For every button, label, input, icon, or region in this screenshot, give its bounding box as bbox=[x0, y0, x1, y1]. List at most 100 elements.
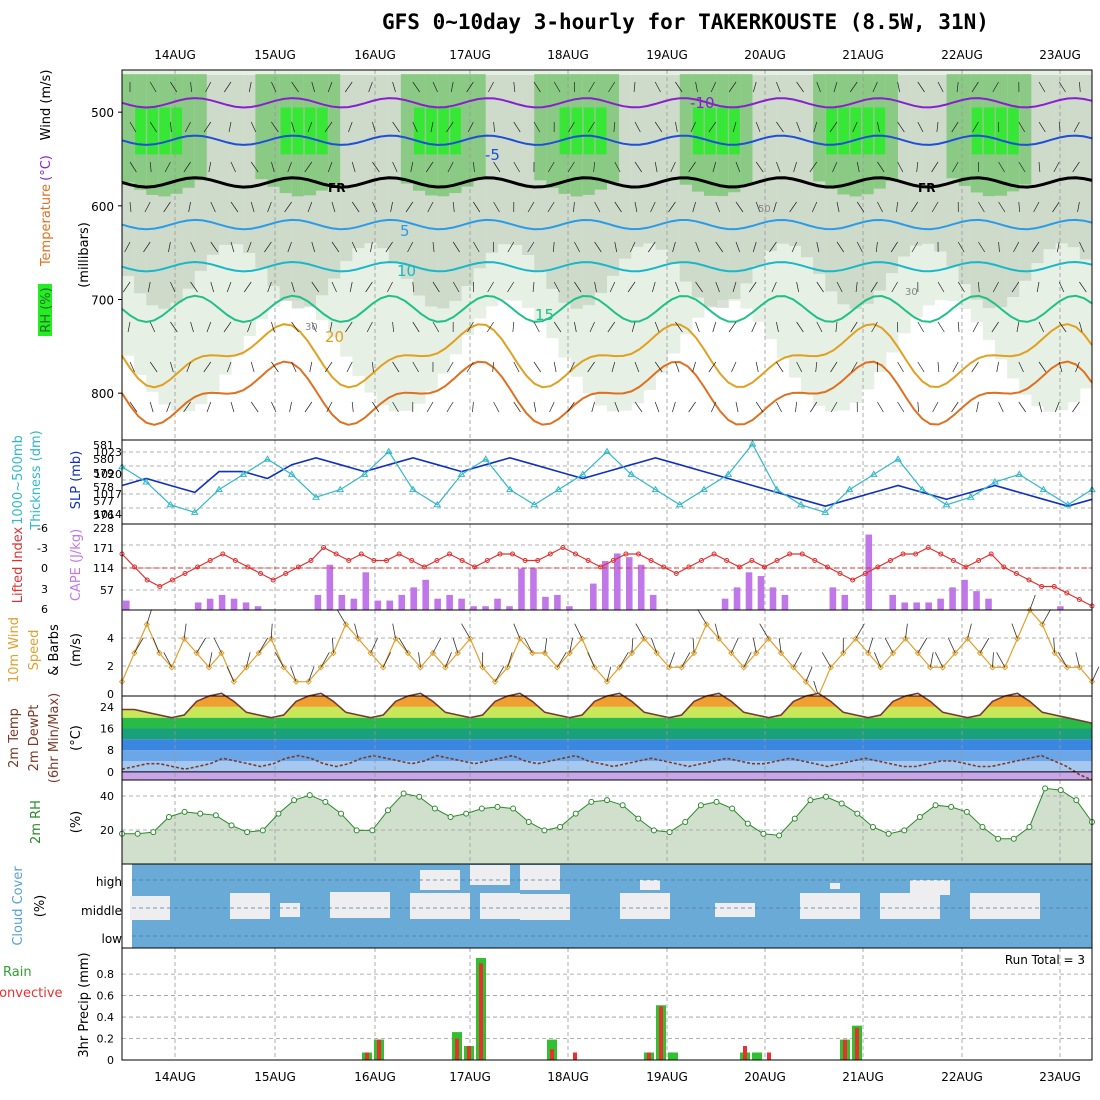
barb-6-5 bbox=[223, 321, 232, 333]
precip-total-bar-11 bbox=[752, 1052, 762, 1060]
barb-1-1 bbox=[149, 121, 157, 133]
ytick-precip-3: 0.2 bbox=[97, 1033, 115, 1046]
rh-point-59 bbox=[1042, 785, 1049, 792]
cape-bar-27 bbox=[446, 594, 453, 610]
rh-band-green-57 bbox=[813, 74, 826, 182]
thickness-point-32 bbox=[894, 455, 902, 462]
thickness-point-7 bbox=[287, 470, 296, 477]
barb-0-34 bbox=[816, 81, 821, 93]
rh-band-mid-8 bbox=[219, 75, 232, 245]
date-top-7: 21AUG bbox=[842, 48, 884, 62]
rh-band-bright-24 bbox=[414, 107, 425, 155]
ytick-cape-2: 114 bbox=[93, 562, 114, 575]
rh-area-mid bbox=[122, 788, 1092, 864]
label-thickness: 1000~500mb bbox=[11, 435, 26, 525]
li-point-36 bbox=[573, 551, 579, 557]
li-point-69 bbox=[988, 551, 994, 557]
barb-0-3 bbox=[190, 81, 192, 93]
cape-bar-68 bbox=[937, 598, 944, 610]
wind-point-54 bbox=[790, 664, 797, 671]
barb-5-38 bbox=[891, 281, 898, 293]
barb-3-17 bbox=[473, 201, 481, 213]
wind-point-70 bbox=[989, 664, 996, 671]
wind-barb-70 bbox=[992, 652, 994, 668]
li-point-3 bbox=[157, 584, 163, 589]
thickness-point-33 bbox=[918, 485, 927, 493]
barb-3-27 bbox=[668, 201, 676, 213]
temp-band-5 bbox=[122, 717, 1092, 729]
rh-point-47 bbox=[854, 810, 861, 817]
rh-point-38 bbox=[713, 798, 720, 805]
cape-bar-34 bbox=[530, 568, 537, 610]
barb-0-38 bbox=[897, 81, 901, 93]
wind-point-51 bbox=[753, 649, 760, 657]
rh-point-17 bbox=[384, 807, 391, 814]
thickness-point-12 bbox=[409, 485, 417, 493]
barb-7-34 bbox=[815, 361, 818, 373]
rh-band-bright-60 bbox=[850, 107, 862, 155]
rh-band-mid-10 bbox=[243, 75, 256, 253]
rh-band-bright-27 bbox=[450, 107, 461, 155]
barb-7-14 bbox=[412, 361, 419, 373]
barb-8-6 bbox=[250, 401, 259, 413]
cloud-block-14 bbox=[830, 883, 840, 889]
barb-6-44 bbox=[1016, 321, 1020, 333]
rh-band-mid-66 bbox=[922, 75, 935, 244]
barb-4-34 bbox=[816, 241, 820, 253]
barb-3-31 bbox=[755, 201, 761, 213]
barb-3-28 bbox=[692, 201, 696, 213]
rh-point-14 bbox=[338, 810, 345, 817]
barb-5-21 bbox=[553, 281, 560, 293]
wind-barb-31 bbox=[507, 652, 513, 668]
barb-4-33 bbox=[791, 241, 797, 253]
barb-7-6 bbox=[250, 361, 255, 373]
rh-band-bright-70 bbox=[971, 107, 983, 155]
wind-barb-15 bbox=[308, 666, 315, 682]
li-point-51 bbox=[761, 564, 767, 570]
wind10m-panel: 4 2 0 bbox=[107, 594, 1100, 701]
barb-8-7 bbox=[271, 401, 277, 413]
barb-5-9 bbox=[311, 281, 320, 293]
barb-1-39 bbox=[917, 121, 924, 133]
barb-2-13 bbox=[392, 161, 398, 173]
rh-point-58 bbox=[1026, 824, 1033, 831]
barb-0-47 bbox=[1079, 81, 1081, 93]
ytick-precip-1: 0.6 bbox=[97, 990, 115, 1003]
barb-7-29 bbox=[708, 361, 717, 373]
barb-2-12 bbox=[372, 161, 380, 173]
thickness-point-11 bbox=[384, 447, 393, 455]
li-point-1 bbox=[132, 564, 138, 570]
temp-band-6 bbox=[122, 706, 1092, 718]
wind-point-24 bbox=[417, 664, 424, 671]
cloud-block-13 bbox=[800, 893, 860, 919]
barb-1-4 bbox=[203, 121, 212, 133]
barb-8-32 bbox=[776, 401, 782, 413]
wind-barb-61 bbox=[874, 652, 881, 668]
barb-5-45 bbox=[1036, 281, 1040, 293]
wind-barb-8 bbox=[213, 637, 222, 654]
barb-5-34 bbox=[816, 281, 824, 293]
barb-0-9 bbox=[311, 81, 316, 93]
cape-bar-10 bbox=[242, 602, 250, 610]
ytick-temp-0: 24 bbox=[100, 701, 114, 714]
fr-label-1: FR bbox=[328, 181, 345, 195]
label-slp: SLP (mb) bbox=[69, 451, 84, 510]
thickness-point-28 bbox=[797, 500, 805, 508]
barb-2-35 bbox=[832, 161, 838, 173]
cloud-block-2 bbox=[280, 903, 300, 917]
barb-4-39 bbox=[911, 241, 919, 253]
barb-8-24 bbox=[614, 401, 619, 413]
barb-3-16 bbox=[452, 201, 455, 213]
barb-3-35 bbox=[836, 201, 840, 213]
barb-1-13 bbox=[392, 121, 400, 133]
barb-4-26 bbox=[647, 241, 656, 253]
barb-6-28 bbox=[695, 321, 700, 333]
barb-7-33 bbox=[796, 361, 803, 373]
cloud-cover-panel: high middle low bbox=[81, 863, 1093, 949]
barb-5-22 bbox=[574, 281, 582, 293]
rh-band-bright-62 bbox=[874, 107, 886, 155]
precip-conv-bar-14 bbox=[855, 1027, 859, 1060]
wind-barb-35 bbox=[556, 652, 567, 668]
thickness-point-10 bbox=[360, 470, 369, 477]
